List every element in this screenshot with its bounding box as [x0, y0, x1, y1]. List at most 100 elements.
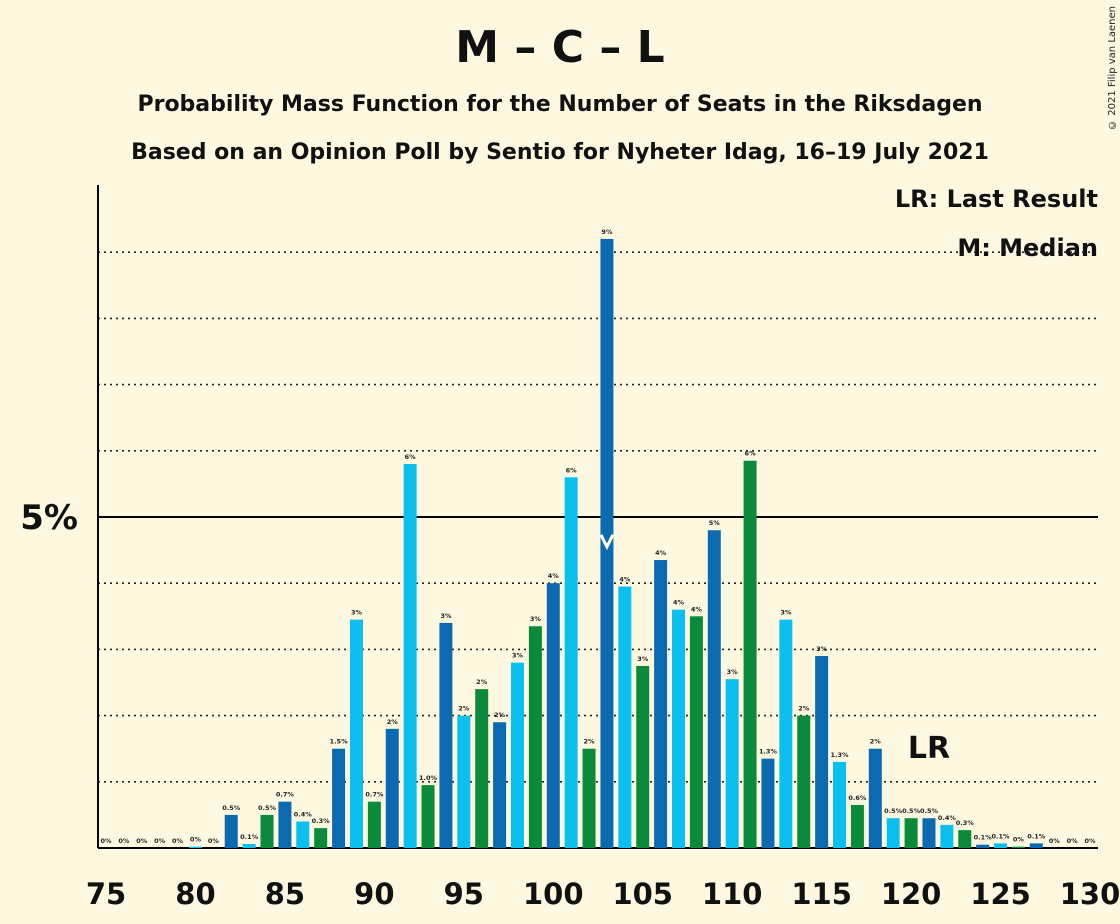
- bar-seat-83: [242, 844, 256, 848]
- bar-label-seat-81: 0%: [208, 837, 220, 845]
- bar-label-seat-113: 3%: [780, 609, 792, 617]
- bar-seat-92: [403, 464, 417, 848]
- bar-seat-82: [224, 814, 238, 848]
- legend-last-result: LR: Last Result: [894, 185, 1098, 213]
- bar-seat-108: [689, 616, 703, 848]
- bar-label-seat-89: 3%: [351, 609, 363, 617]
- bar-seat-80: [188, 846, 202, 848]
- bar-label-seat-118: 2%: [870, 738, 882, 746]
- bar-seat-124: [976, 844, 990, 848]
- bar-label-seat-123: 0.3%: [956, 819, 975, 827]
- bar-seat-126: [1011, 846, 1025, 848]
- x-tick-label-110: 110: [702, 877, 763, 911]
- bar-label-seat-90: 0.7%: [365, 791, 384, 799]
- x-tick-label-80: 80: [175, 877, 215, 911]
- bar-label-seat-80: 0%: [190, 836, 202, 844]
- bar-seat-93: [421, 785, 435, 848]
- bar-label-seat-99: 3%: [530, 615, 542, 623]
- bar-label-seat-86: 0.4%: [294, 811, 313, 819]
- bar-label-seat-122: 0.4%: [938, 814, 957, 822]
- bar-seat-96: [475, 689, 489, 848]
- bar-label-seat-115: 3%: [816, 645, 828, 653]
- x-tick-label-105: 105: [612, 877, 673, 911]
- chart-title: M – C – L: [455, 22, 665, 73]
- bar-label-seat-94: 3%: [440, 612, 452, 620]
- bar-label-seat-106: 4%: [655, 549, 667, 557]
- x-tick-label-130: 130: [1060, 877, 1120, 911]
- bar-label-seat-121: 0.5%: [920, 807, 939, 815]
- bar-seat-98: [510, 662, 524, 848]
- y-tick-label: 5%: [20, 498, 78, 538]
- bar-seat-97: [493, 722, 507, 848]
- bar-seat-121: [922, 818, 936, 848]
- bar-seat-127: [1029, 843, 1043, 848]
- bar-label-seat-93: 1.0%: [419, 774, 438, 782]
- bar-label-seat-76: 0%: [118, 837, 130, 845]
- bar-label-seat-129: 0%: [1067, 837, 1079, 845]
- bar-seat-99: [528, 626, 542, 848]
- bar-seat-112: [761, 758, 775, 848]
- bar-seat-95: [457, 715, 471, 848]
- x-tick-label-125: 125: [970, 877, 1031, 911]
- bar-seat-84: [260, 814, 274, 848]
- x-tick-label-95: 95: [444, 877, 484, 911]
- bar-seat-116: [833, 761, 847, 848]
- bar-label-seat-108: 4%: [691, 605, 703, 613]
- bar-label-seat-100: 4%: [548, 572, 560, 580]
- bar-label-seat-114: 2%: [798, 705, 810, 713]
- bar-label-seat-116: 1.3%: [831, 751, 850, 759]
- chart-subtitle-1: Probability Mass Function for the Number…: [137, 92, 983, 117]
- bar-seat-90: [367, 801, 381, 848]
- x-tick-label-85: 85: [265, 877, 305, 911]
- bar-seat-107: [672, 609, 686, 848]
- bar-label-seat-103: 9%: [601, 228, 613, 236]
- last-result-marker: LR: [908, 731, 950, 766]
- x-tick-label-75: 75: [86, 877, 126, 911]
- bar-label-seat-120: 0.5%: [902, 807, 921, 815]
- x-tick-label-100: 100: [523, 877, 584, 911]
- bar-seat-110: [725, 679, 739, 848]
- bar-label-seat-109: 5%: [709, 519, 721, 527]
- bar-label-seat-102: 2%: [584, 738, 596, 746]
- median-marker: [599, 534, 615, 551]
- bar-seat-85: [278, 801, 292, 848]
- bar-seat-111: [743, 460, 757, 848]
- bar-label-seat-75: 0%: [100, 837, 112, 845]
- bar-seat-91: [385, 728, 399, 848]
- bar-seat-119: [886, 818, 900, 848]
- bar-label-seat-87: 0.3%: [312, 817, 331, 825]
- bar-label-seat-77: 0%: [136, 837, 148, 845]
- bar-seat-89: [349, 619, 363, 848]
- bar-label-seat-96: 2%: [476, 678, 488, 686]
- bar-label-seat-127: 0.1%: [1027, 832, 1046, 840]
- bar-label-seat-124: 0.1%: [974, 834, 993, 842]
- bar-label-seat-92: 6%: [405, 453, 417, 461]
- bar-label-seat-95: 2%: [458, 705, 470, 713]
- bar-label-seat-119: 0.5%: [884, 807, 903, 815]
- bar-label-seat-128: 0%: [1049, 837, 1061, 845]
- bar-label-seat-130: 0%: [1084, 837, 1096, 845]
- bar-label-seat-97: 2%: [494, 711, 506, 719]
- bar-label-seat-107: 4%: [673, 599, 685, 607]
- bar-seat-117: [850, 804, 864, 848]
- bar-label-seat-83: 0.1%: [240, 833, 259, 841]
- bar-label-seat-112: 1.3%: [759, 748, 778, 756]
- x-tick-label-120: 120: [881, 877, 942, 911]
- bar-seat-109: [707, 530, 721, 848]
- x-tick-label-115: 115: [791, 877, 852, 911]
- bar-seat-88: [332, 748, 346, 848]
- bar-label-seat-82: 0.5%: [222, 804, 241, 812]
- bar-label-seat-104: 4%: [619, 576, 631, 584]
- bar-label-seat-105: 3%: [637, 655, 649, 663]
- bar-label-seat-79: 0%: [172, 837, 184, 845]
- x-tick-label-90: 90: [354, 877, 394, 911]
- bar-seat-101: [564, 477, 578, 848]
- bar-seat-100: [546, 583, 560, 848]
- bar-seat-118: [868, 748, 882, 848]
- bar-seat-114: [797, 715, 811, 848]
- bar-label-seat-85: 0.7%: [276, 791, 295, 799]
- bar-label-seat-117: 0.6%: [848, 794, 867, 802]
- bar-label-seat-101: 6%: [566, 466, 578, 474]
- bar-label-seat-84: 0.5%: [258, 804, 277, 812]
